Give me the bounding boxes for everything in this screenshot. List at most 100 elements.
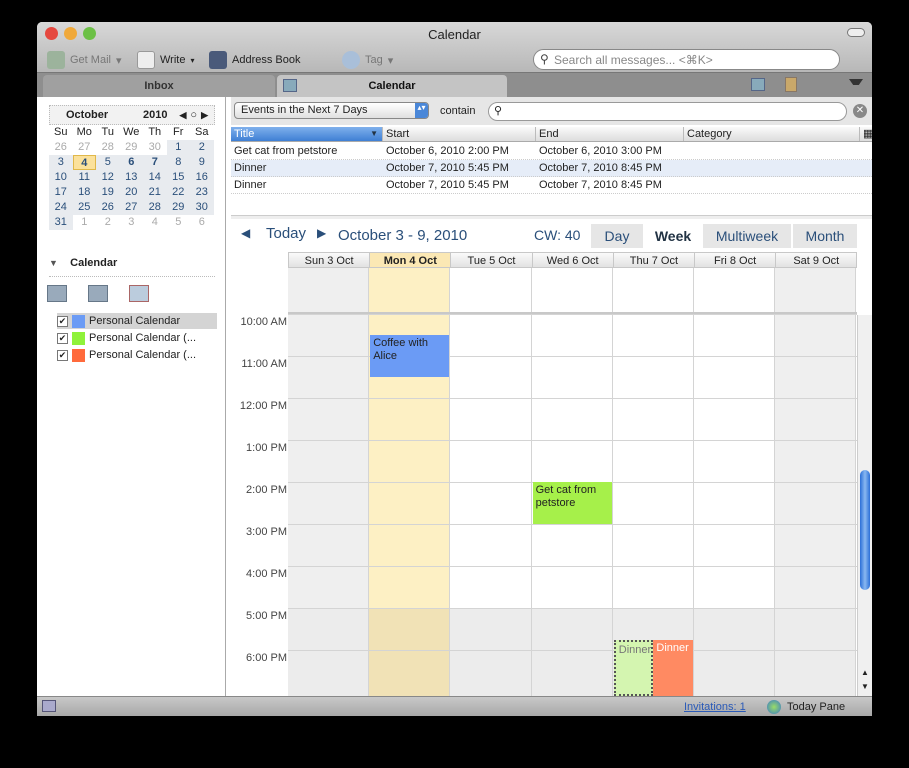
clear-filter-icon[interactable]: ✕ bbox=[853, 104, 867, 118]
tab-inbox[interactable]: Inbox bbox=[43, 75, 275, 97]
calendar-item[interactable]: ✔ Personal Calendar (... bbox=[57, 348, 196, 362]
calendar-event[interactable]: Dinner bbox=[653, 639, 693, 696]
day-header[interactable]: Mon 4 Oct bbox=[369, 252, 452, 268]
mini-day[interactable]: 12 bbox=[96, 170, 120, 185]
online-status-icon[interactable] bbox=[42, 700, 56, 712]
mini-day[interactable]: 17 bbox=[49, 185, 73, 200]
mini-day[interactable]: 18 bbox=[72, 185, 96, 200]
mini-day[interactable]: 28 bbox=[101, 141, 114, 153]
mini-day[interactable]: 10 bbox=[49, 170, 73, 185]
day-header[interactable]: Thu 7 Oct bbox=[612, 252, 695, 268]
prev-month-icon[interactable]: ◀ bbox=[179, 109, 187, 120]
calendar-section-header[interactable]: ▼ Calendar bbox=[49, 257, 215, 277]
table-row[interactable]: Get cat from petstore October 6, 2010 2:0… bbox=[231, 143, 872, 160]
scroll-up-icon[interactable]: ▲ bbox=[861, 668, 869, 677]
column-header[interactable]: End bbox=[536, 127, 684, 141]
tab-calendar[interactable]: Calendar bbox=[277, 75, 507, 97]
mini-day[interactable]: 2 bbox=[190, 140, 214, 155]
tasks-mode-icon[interactable] bbox=[785, 77, 797, 92]
subscribe-calendar-icon[interactable] bbox=[88, 285, 108, 302]
mini-day[interactable]: 14 bbox=[143, 170, 167, 185]
mini-day[interactable]: 16 bbox=[190, 170, 214, 185]
mini-day[interactable]: 26 bbox=[54, 141, 67, 153]
next-month-icon[interactable]: ▶ bbox=[201, 109, 208, 120]
checkbox[interactable]: ✔ bbox=[57, 315, 68, 327]
checkbox[interactable]: ✔ bbox=[57, 349, 68, 361]
table-row[interactable]: Dinner October 7, 2010 5:45 PM October 7, … bbox=[231, 160, 872, 177]
close-button[interactable] bbox=[45, 27, 58, 40]
view-tab-multiweek[interactable]: Multiweek bbox=[703, 224, 791, 248]
day-header[interactable]: Fri 8 Oct bbox=[694, 252, 777, 268]
write-button[interactable]: Write ▾ bbox=[137, 51, 194, 69]
mini-day[interactable]: 27 bbox=[119, 200, 143, 215]
calendar-event[interactable]: Get cat from petstore bbox=[532, 482, 612, 524]
all-day-area[interactable] bbox=[288, 268, 857, 314]
column-picker-icon[interactable]: ▦ bbox=[863, 128, 872, 140]
mini-day[interactable]: 29 bbox=[166, 200, 190, 215]
mini-day[interactable]: 19 bbox=[96, 185, 120, 200]
mini-day[interactable]: 9 bbox=[190, 155, 214, 170]
tag-button[interactable]: Tag ▾ bbox=[342, 51, 393, 69]
view-tab-week[interactable]: Week bbox=[645, 224, 701, 248]
scroll-down-icon[interactable]: ▼ bbox=[861, 682, 869, 691]
mini-day[interactable]: 20 bbox=[119, 185, 143, 200]
mini-day[interactable]: 26 bbox=[96, 200, 120, 215]
vertical-scrollbar[interactable]: ▲ ▼ bbox=[857, 315, 872, 696]
mini-day[interactable]: 25 bbox=[72, 200, 96, 215]
minimize-button[interactable] bbox=[64, 27, 77, 40]
mini-day[interactable]: 4 bbox=[151, 216, 158, 228]
mini-day[interactable]: 1 bbox=[166, 140, 190, 155]
event-search-input[interactable]: ⚲ bbox=[488, 102, 847, 121]
checkbox[interactable]: ✔ bbox=[57, 332, 68, 344]
address-book-button[interactable]: Address Book bbox=[209, 51, 300, 69]
zoom-button[interactable] bbox=[83, 27, 96, 40]
mini-day[interactable]: 28 bbox=[143, 200, 167, 215]
calendar-item[interactable]: ✔ Personal Calendar (... bbox=[57, 331, 196, 345]
day-header[interactable]: Sun 3 Oct bbox=[288, 252, 371, 268]
get-mail-button[interactable]: Get Mail ▾ bbox=[47, 51, 122, 69]
mini-day[interactable]: 13 bbox=[119, 170, 143, 185]
column-header[interactable]: Title ▼ bbox=[231, 127, 383, 141]
mini-day[interactable]: 22 bbox=[166, 185, 190, 200]
scroll-thumb[interactable] bbox=[860, 470, 870, 590]
mini-day[interactable]: 30 bbox=[148, 141, 161, 153]
calendar-mode-icon[interactable] bbox=[751, 78, 765, 91]
delete-calendar-icon[interactable] bbox=[129, 285, 149, 302]
mini-day[interactable]: 31 bbox=[49, 215, 73, 230]
tab-list-icon[interactable] bbox=[849, 79, 863, 85]
mini-day[interactable]: 30 bbox=[190, 200, 214, 215]
column-header[interactable]: Start bbox=[383, 127, 536, 141]
today-pane-button[interactable]: Today Pane bbox=[787, 701, 846, 713]
view-tab-day[interactable]: Day bbox=[591, 224, 643, 248]
next-week-icon[interactable]: ▶ bbox=[317, 226, 327, 240]
calendar-event[interactable]: Dinner bbox=[613, 639, 654, 696]
mini-day[interactable]: 15 bbox=[166, 170, 190, 185]
calendar-item[interactable]: ✔ Personal Calendar bbox=[57, 313, 217, 329]
mini-day[interactable]: 11 bbox=[72, 170, 96, 185]
invitations-link[interactable]: Invitations: 1 bbox=[684, 701, 746, 713]
day-header[interactable]: Tue 5 Oct bbox=[450, 252, 533, 268]
mini-day[interactable]: 3 bbox=[49, 155, 73, 170]
today-button[interactable]: Today bbox=[266, 225, 307, 242]
column-header[interactable]: Category bbox=[684, 127, 860, 141]
prev-week-icon[interactable]: ◀ bbox=[241, 226, 251, 240]
new-calendar-icon[interactable] bbox=[47, 285, 67, 302]
calendar-event[interactable]: Coffee with Alice bbox=[370, 335, 450, 377]
disclosure-triangle-icon[interactable]: ▼ bbox=[49, 258, 58, 268]
mini-day[interactable]: 29 bbox=[125, 141, 138, 153]
table-row[interactable]: Dinner October 7, 2010 5:45 PM October 7, … bbox=[231, 177, 872, 194]
mini-day[interactable]: 6 bbox=[119, 155, 143, 170]
search-input[interactable]: ⚲ Search all messages... <⌘K> bbox=[533, 49, 840, 70]
mini-day[interactable]: 23 bbox=[190, 185, 214, 200]
pane-splitter[interactable] bbox=[231, 215, 872, 219]
mini-day[interactable]: 1 bbox=[81, 216, 88, 228]
mini-day[interactable]: 21 bbox=[143, 185, 167, 200]
day-header[interactable]: Wed 6 Oct bbox=[531, 252, 614, 268]
mini-day[interactable]: 4 bbox=[72, 155, 96, 170]
mini-day[interactable]: 8 bbox=[166, 155, 190, 170]
view-tab-month[interactable]: Month bbox=[793, 224, 857, 248]
mini-day[interactable]: 3 bbox=[128, 216, 135, 228]
mini-day[interactable]: 5 bbox=[175, 216, 182, 228]
mini-day[interactable]: 27 bbox=[78, 141, 91, 153]
mini-day[interactable]: 5 bbox=[96, 155, 120, 170]
